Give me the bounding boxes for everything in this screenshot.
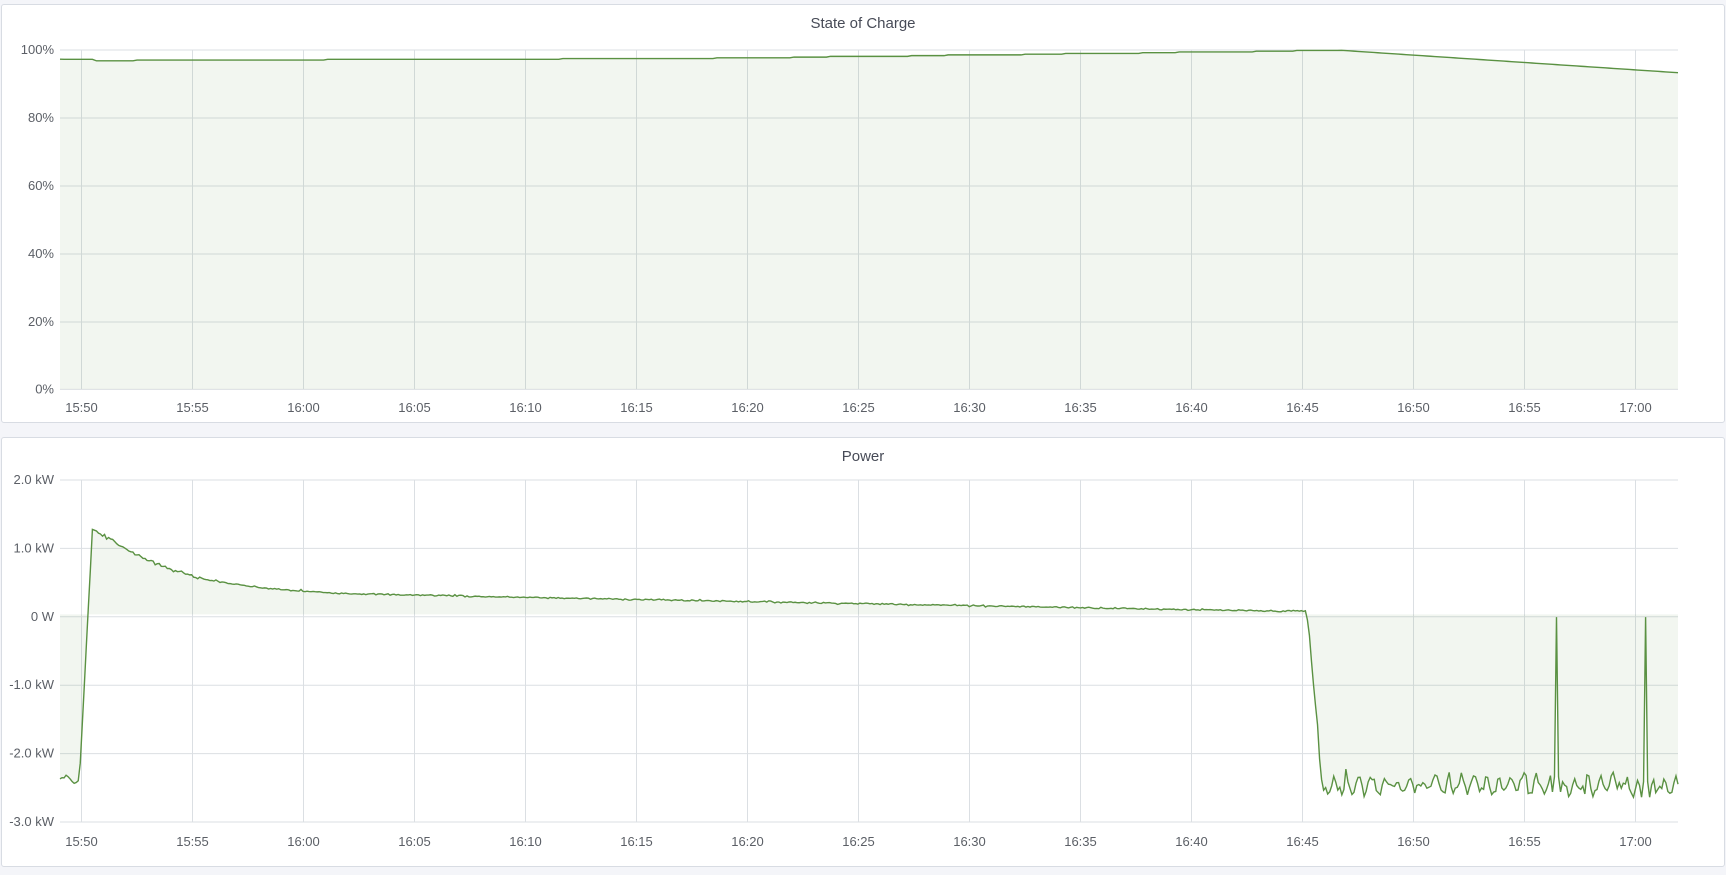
- svg-text:0%: 0%: [35, 381, 54, 396]
- svg-text:16:05: 16:05: [398, 400, 431, 415]
- svg-text:16:50: 16:50: [1397, 400, 1430, 415]
- svg-text:20%: 20%: [28, 314, 54, 329]
- svg-text:40%: 40%: [28, 246, 54, 261]
- svg-text:16:25: 16:25: [842, 400, 875, 415]
- svg-text:16:35: 16:35: [1064, 834, 1097, 849]
- svg-text:16:55: 16:55: [1508, 400, 1541, 415]
- svg-text:2.0 kW: 2.0 kW: [14, 472, 55, 487]
- svg-text:16:10: 16:10: [509, 400, 542, 415]
- svg-text:-2.0 kW: -2.0 kW: [9, 746, 55, 761]
- svg-text:100%: 100%: [21, 42, 55, 57]
- svg-text:-1.0 kW: -1.0 kW: [9, 677, 55, 692]
- svg-text:16:25: 16:25: [842, 834, 875, 849]
- svg-text:16:40: 16:40: [1175, 834, 1208, 849]
- svg-text:15:55: 15:55: [176, 834, 209, 849]
- svg-text:15:50: 15:50: [65, 834, 98, 849]
- svg-text:16:20: 16:20: [731, 834, 764, 849]
- svg-text:16:35: 16:35: [1064, 400, 1097, 415]
- svg-text:16:45: 16:45: [1286, 400, 1319, 415]
- svg-text:16:20: 16:20: [731, 400, 764, 415]
- svg-text:15:55: 15:55: [176, 400, 209, 415]
- svg-text:17:00: 17:00: [1619, 400, 1652, 415]
- svg-text:15:50: 15:50: [65, 400, 98, 415]
- svg-text:0 W: 0 W: [31, 609, 55, 624]
- svg-text:16:15: 16:15: [620, 400, 653, 415]
- svg-text:16:00: 16:00: [287, 400, 320, 415]
- svg-text:17:00: 17:00: [1619, 834, 1652, 849]
- svg-text:16:10: 16:10: [509, 834, 542, 849]
- svg-text:16:50: 16:50: [1397, 834, 1430, 849]
- svg-text:16:55: 16:55: [1508, 834, 1541, 849]
- svg-text:16:30: 16:30: [953, 400, 986, 415]
- svg-text:16:05: 16:05: [398, 834, 431, 849]
- svg-text:16:40: 16:40: [1175, 400, 1208, 415]
- svg-text:-3.0 kW: -3.0 kW: [9, 814, 55, 829]
- svg-text:80%: 80%: [28, 110, 54, 125]
- svg-text:16:45: 16:45: [1286, 834, 1319, 849]
- svg-text:16:00: 16:00: [287, 834, 320, 849]
- svg-text:16:15: 16:15: [620, 834, 653, 849]
- svg-text:1.0 kW: 1.0 kW: [14, 540, 55, 555]
- svg-text:16:30: 16:30: [953, 834, 986, 849]
- svg-text:60%: 60%: [28, 178, 54, 193]
